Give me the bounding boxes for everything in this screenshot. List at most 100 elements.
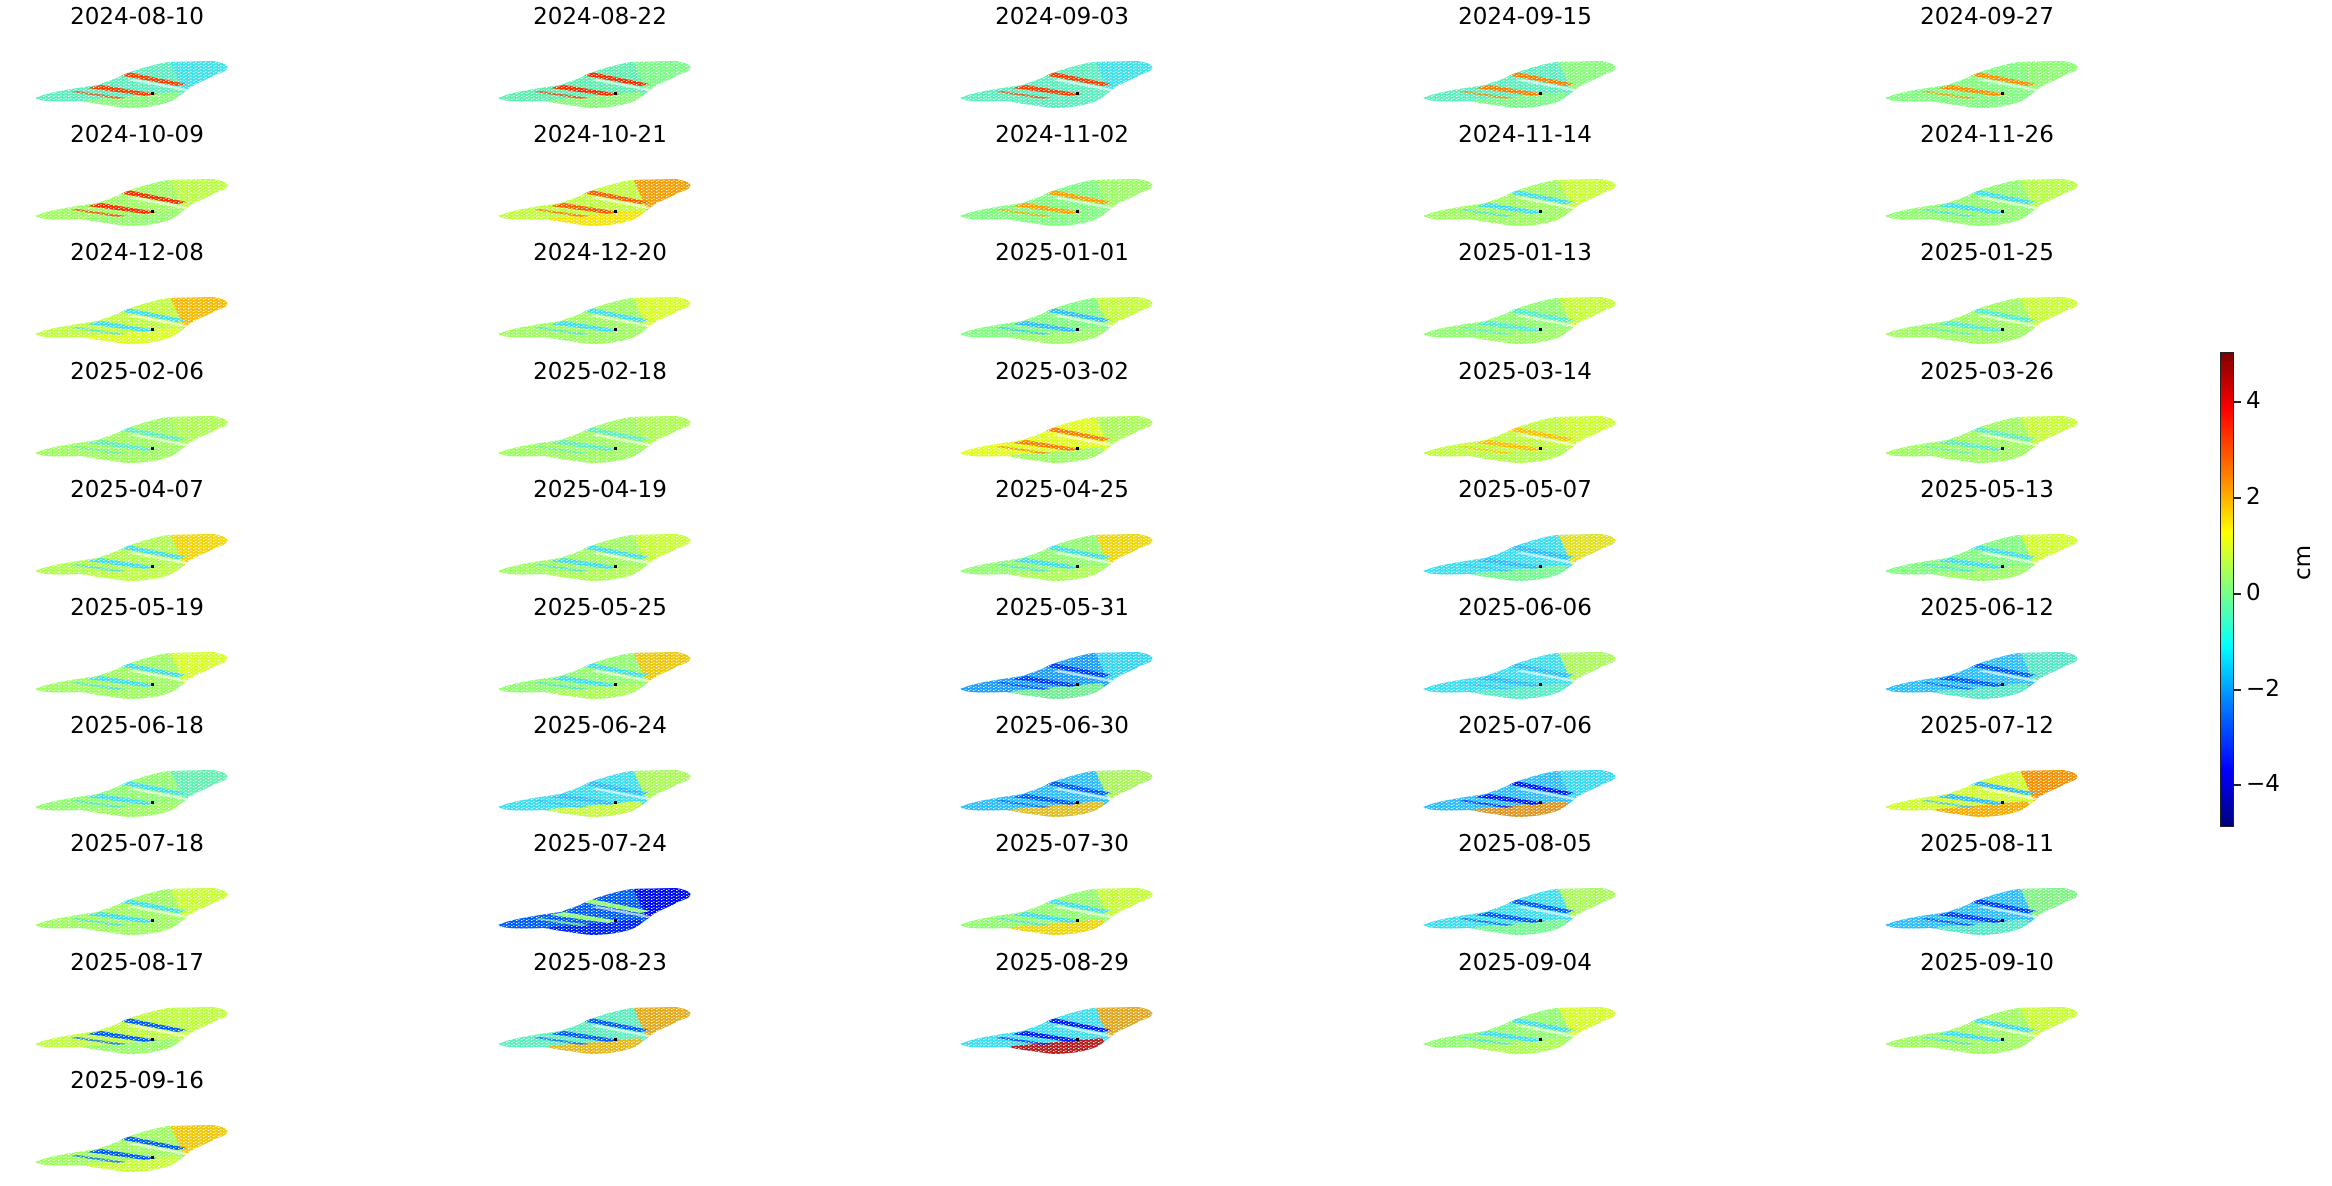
reference-point-marker [1539, 328, 1542, 331]
map-panel: 2024-09-15 [1405, 0, 1645, 118]
displacement-map [35, 179, 228, 226]
panel-title: 2025-02-06 [70, 359, 204, 385]
panel-title: 2024-09-15 [1458, 4, 1592, 30]
displacement-map [1885, 297, 2078, 344]
reference-point-marker [151, 1156, 154, 1159]
reference-point-marker [1539, 447, 1542, 450]
displacement-map [1423, 888, 1616, 935]
reference-point-marker [2001, 919, 2004, 922]
displacement-map [960, 61, 1153, 108]
displacement-map [1885, 652, 2078, 699]
panel-title: 2025-05-13 [1920, 477, 2054, 503]
map-panel: 2025-03-14 [1405, 355, 1645, 473]
displacement-map [1423, 1007, 1616, 1054]
reference-point-marker [2001, 92, 2004, 95]
map-panel: 2025-07-12 [1867, 709, 2107, 827]
panel-title: 2025-07-12 [1920, 713, 2054, 739]
reference-point-marker [151, 210, 154, 213]
map-panel: 2025-02-06 [17, 355, 257, 473]
displacement-map [498, 61, 691, 108]
panel-title: 2025-01-13 [1458, 240, 1592, 266]
reference-point-marker [2001, 210, 2004, 213]
panel-title: 2025-09-16 [70, 1068, 204, 1094]
reference-point-marker [1076, 447, 1079, 450]
map-panel: 2025-08-11 [1867, 827, 2107, 945]
panel-title: 2025-06-24 [533, 713, 667, 739]
panel-title: 2024-12-20 [533, 240, 667, 266]
displacement-map [960, 534, 1153, 581]
map-panel: 2024-08-22 [480, 0, 720, 118]
displacement-map [35, 888, 228, 935]
map-panel: 2025-07-30 [942, 827, 1182, 945]
map-panel: 2025-02-18 [480, 355, 720, 473]
reference-point-marker [1539, 92, 1542, 95]
reference-point-marker [614, 801, 617, 804]
panel-title: 2025-08-11 [1920, 831, 2054, 857]
reference-point-marker [1076, 683, 1079, 686]
colorbar-label: cm [2290, 544, 2316, 580]
panel-title: 2025-04-07 [70, 477, 204, 503]
panel-title: 2025-03-02 [995, 359, 1129, 385]
reference-point-marker [1539, 1038, 1542, 1041]
map-panel: 2025-01-25 [1867, 236, 2107, 354]
panel-title: 2025-05-07 [1458, 477, 1592, 503]
map-panel: 2025-04-25 [942, 473, 1182, 591]
panel-title: 2025-06-12 [1920, 595, 2054, 621]
map-panel: 2025-05-13 [1867, 473, 2107, 591]
displacement-map [1423, 297, 1616, 344]
map-panel: 2025-07-18 [17, 827, 257, 945]
displacement-map [1885, 179, 2078, 226]
panel-title: 2025-09-04 [1458, 950, 1592, 976]
panel-title: 2025-07-06 [1458, 713, 1592, 739]
reference-point-marker [151, 447, 154, 450]
map-panel: 2025-09-16 [17, 1064, 257, 1182]
colorbar-tick-label: −4 [2246, 771, 2280, 797]
reference-point-marker [614, 1038, 617, 1041]
reference-point-marker [2001, 565, 2004, 568]
map-panel: 2025-08-23 [480, 946, 720, 1064]
displacement-map [35, 297, 228, 344]
colorbar-tick-label: 4 [2246, 388, 2261, 414]
panel-title: 2025-01-25 [1920, 240, 2054, 266]
map-panel: 2025-06-30 [942, 709, 1182, 827]
reference-point-marker [1539, 683, 1542, 686]
colorbar-tick [2234, 401, 2241, 403]
map-panel: 2025-01-13 [1405, 236, 1645, 354]
displacement-map [35, 1125, 228, 1172]
panel-title: 2024-10-09 [70, 122, 204, 148]
colorbar-tick [2234, 784, 2241, 786]
displacement-map [1885, 416, 2078, 463]
map-panel: 2025-08-29 [942, 946, 1182, 1064]
reference-point-marker [1076, 801, 1079, 804]
colorbar-tick-label: −2 [2246, 676, 2280, 702]
displacement-map [1885, 61, 2078, 108]
displacement-map [498, 652, 691, 699]
map-panel: 2025-06-18 [17, 709, 257, 827]
map-panel: 2025-03-02 [942, 355, 1182, 473]
reference-point-marker [151, 919, 154, 922]
reference-point-marker [614, 683, 617, 686]
map-panel: 2025-03-26 [1867, 355, 2107, 473]
reference-point-marker [2001, 447, 2004, 450]
displacement-map [1423, 416, 1616, 463]
displacement-map [35, 416, 228, 463]
panel-title: 2025-08-17 [70, 950, 204, 976]
panel-title: 2025-03-26 [1920, 359, 2054, 385]
panel-title: 2025-03-14 [1458, 359, 1592, 385]
panel-title: 2024-08-10 [70, 4, 204, 30]
displacement-map [35, 534, 228, 581]
displacement-map [498, 888, 691, 935]
map-panel: 2025-05-31 [942, 591, 1182, 709]
map-panel: 2024-11-26 [1867, 118, 2107, 236]
panel-title: 2024-09-03 [995, 4, 1129, 30]
map-panel: 2025-05-19 [17, 591, 257, 709]
map-panel: 2025-07-24 [480, 827, 720, 945]
reference-point-marker [614, 447, 617, 450]
reference-point-marker [614, 919, 617, 922]
reference-point-marker [614, 92, 617, 95]
map-panel: 2025-01-01 [942, 236, 1182, 354]
panel-title: 2025-05-25 [533, 595, 667, 621]
colorbar-tick-label: 2 [2246, 484, 2261, 510]
displacement-map [498, 770, 691, 817]
displacement-map [960, 652, 1153, 699]
